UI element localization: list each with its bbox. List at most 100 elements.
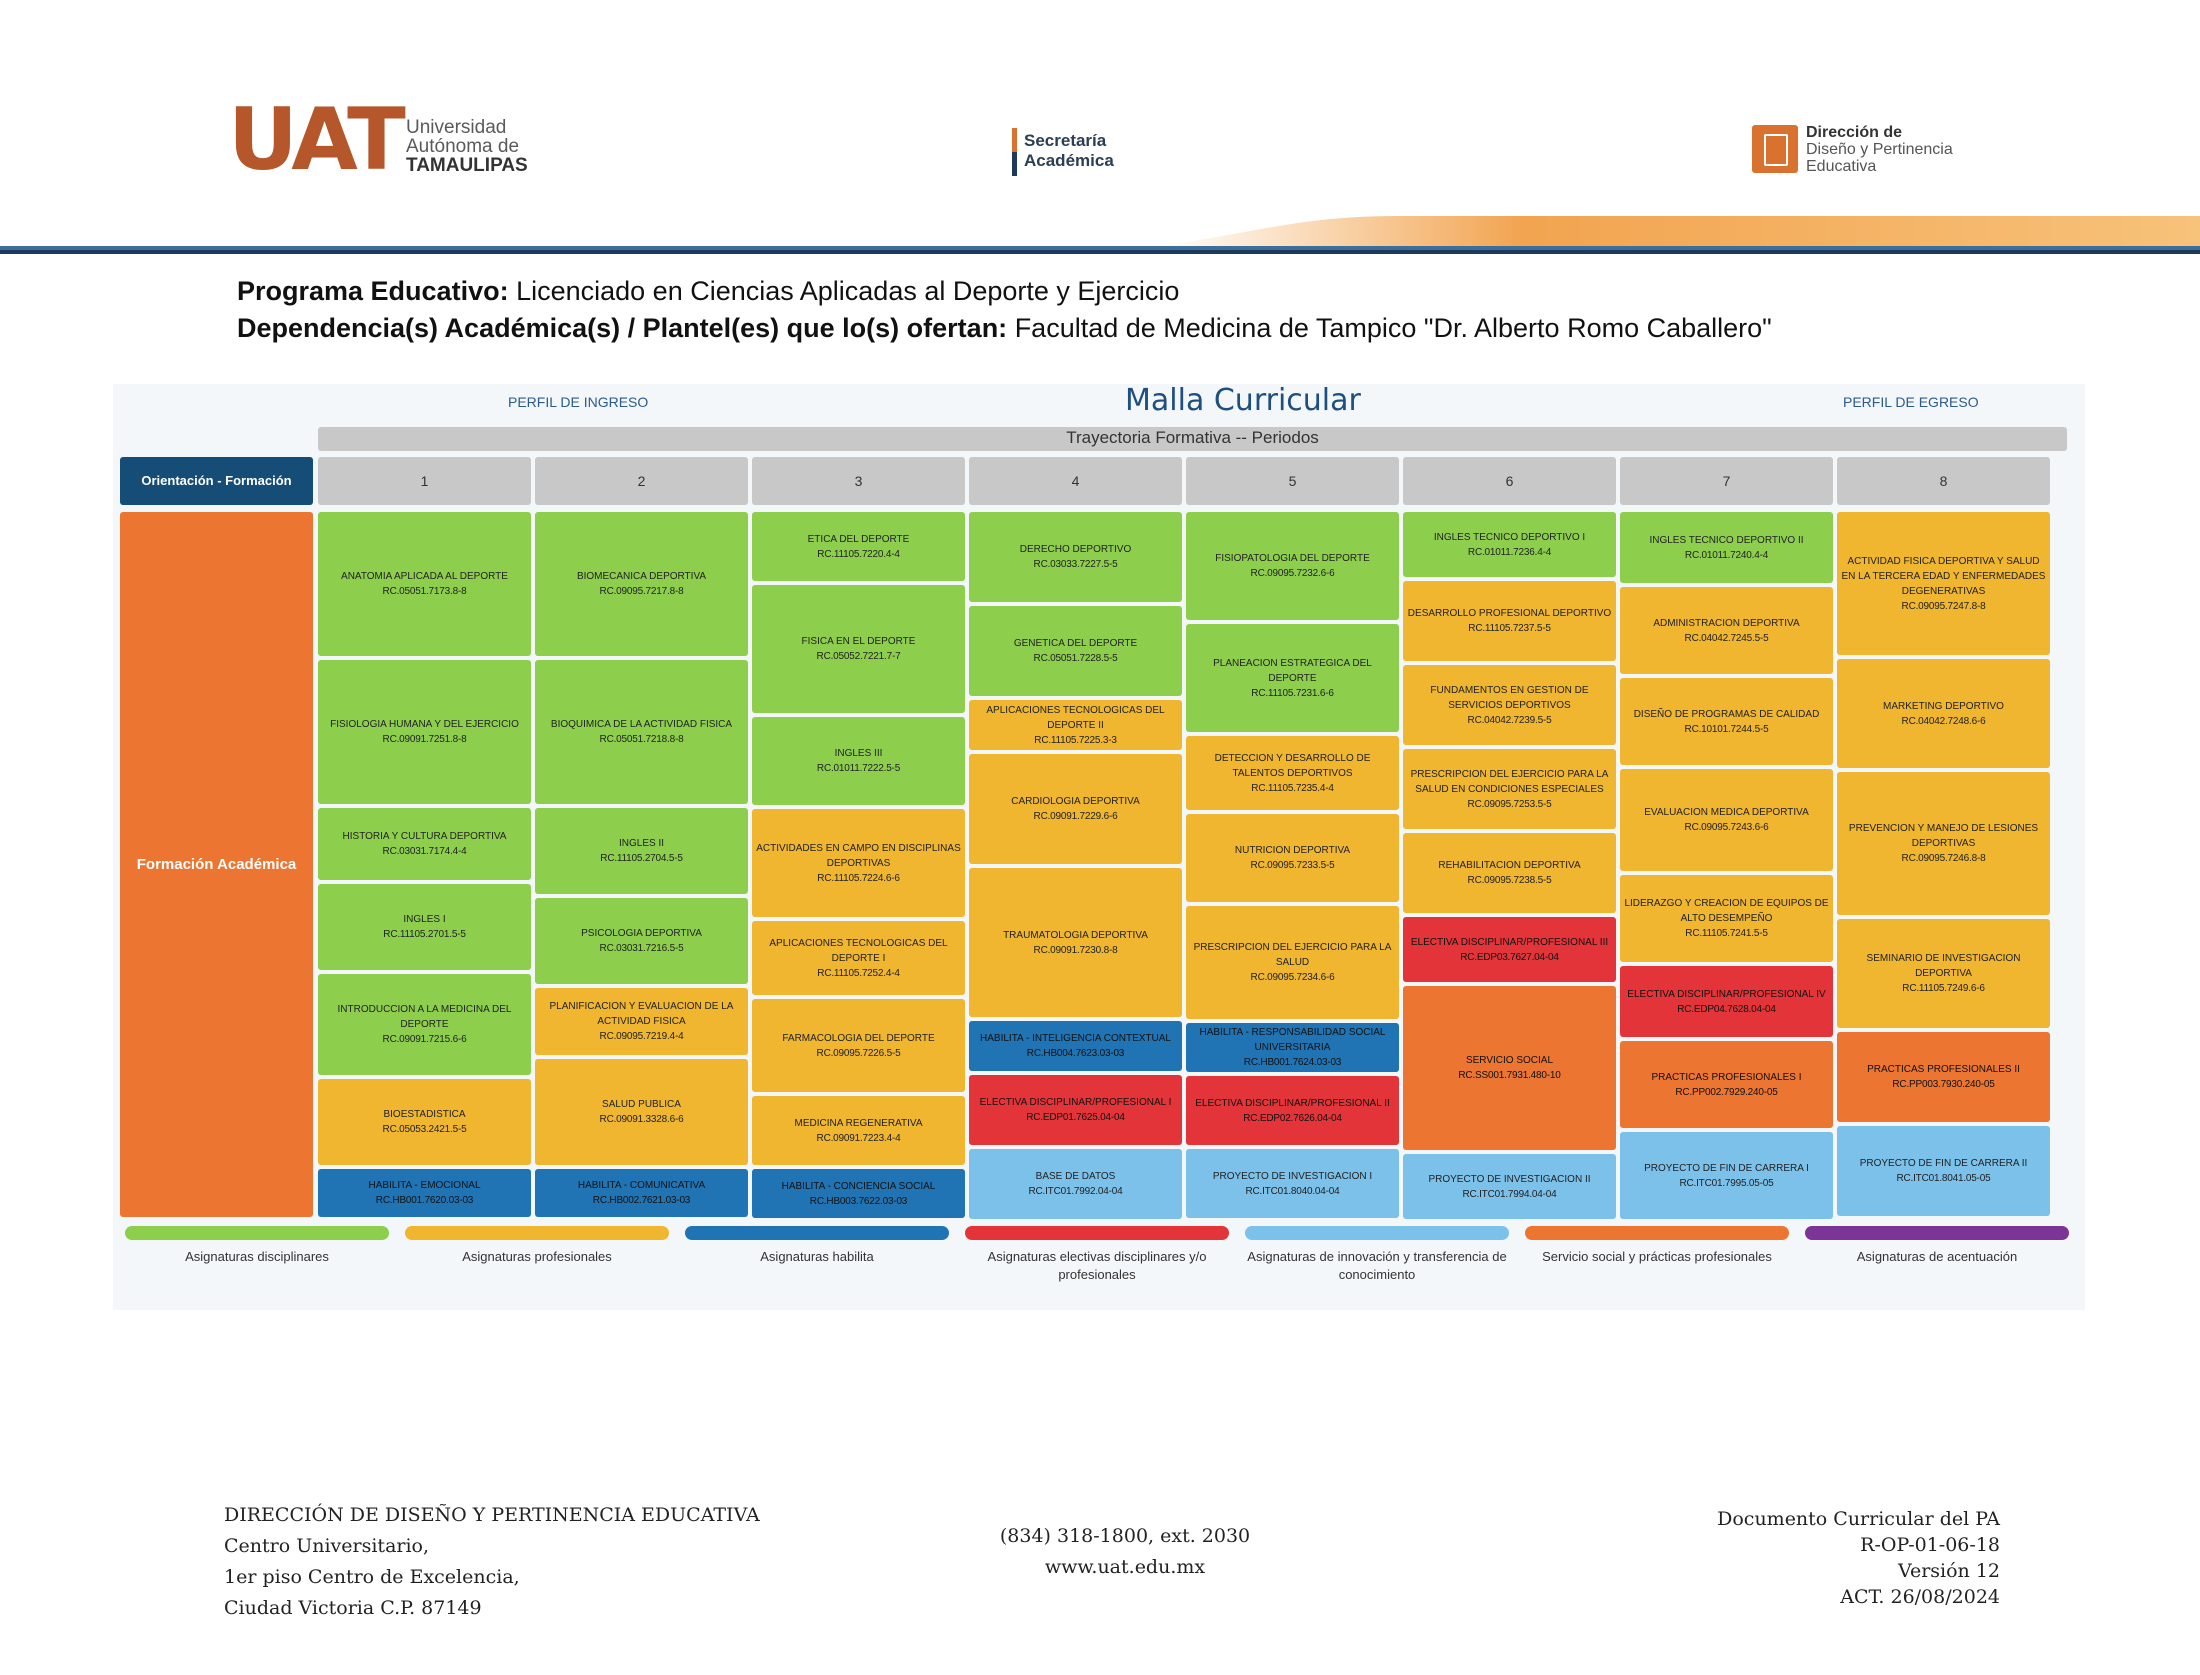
course-code: RC.ITC01.7994.04-04 — [1462, 1188, 1557, 1200]
course-cell: PROYECTO DE FIN DE CARRERA II RC.ITC01.80… — [1837, 1126, 2050, 1216]
course-name: GENETICA DEL DEPORTE — [1013, 638, 1138, 649]
course-name: TRAUMATOLOGIA DEPORTIVA — [1003, 929, 1148, 941]
course-name: CARDIOLOGIA DEPORTIVA — [1011, 796, 1140, 807]
course-name: DESARROLLO PROFESIONAL DEPORTIVO — [1407, 608, 1612, 619]
course-cell: ELECTIVA DISCIPLINAR/PROFESIONAL III RC.E… — [1403, 917, 1616, 982]
course-name: PRACTICAS PROFESIONALES II — [1867, 1064, 2020, 1075]
orientacion-header: Orientación - Formación — [120, 457, 313, 505]
period-header-4: 4 — [969, 457, 1182, 505]
course-name: SALUD PUBLICA — [602, 1099, 681, 1110]
course-cell: ELECTIVA DISCIPLINAR/PROFESIONAL IV RC.ED… — [1620, 966, 1833, 1037]
course-name: PROYECTO DE FIN DE CARRERA II — [1859, 1158, 2028, 1169]
course-code: RC.EDP02.7626.04-04 — [1243, 1112, 1342, 1124]
course-code: RC.SS001.7931.480-10 — [1458, 1070, 1561, 1081]
course-cell: HABILITA - CONCIENCIA SOCIAL RC.HB003.762… — [752, 1169, 965, 1218]
course-cell: ACTIVIDAD FISICA DEPORTIVA Y SALUD EN LA… — [1837, 512, 2050, 655]
course-code: RC.09091.3328.6-6 — [599, 1114, 684, 1125]
course-cell: APLICACIONES TECNOLOGICAS DEL DEPORTE II… — [969, 700, 1182, 750]
course-code: RC.11105.7235.4-4 — [1251, 782, 1334, 794]
course-code: RC.HB003.7622.03-03 — [809, 1195, 908, 1207]
course-code: RC.09091.7251.8-8 — [382, 734, 467, 745]
period-header-5: 5 — [1186, 457, 1399, 505]
course-cell: INGLES I RC.11105.2701.5-5 — [318, 884, 531, 970]
course-name: HABILITA - EMOCIONAL — [368, 1180, 481, 1191]
course-name: DETECCION Y DESARROLLO DE TALENTOS DEPOR… — [1214, 752, 1371, 779]
course-name: HABILITA - RESPONSABILIDAD SOCIAL UNIVER… — [1199, 1027, 1386, 1053]
legend-item: Asignaturas de innovación y transferenci… — [1245, 1226, 1509, 1284]
course-name: HABILITA - INTELIGENCIA CONTEXTUAL — [980, 1033, 1171, 1044]
legend-label: Asignaturas de innovación y transferenci… — [1247, 1249, 1507, 1282]
course-name: PROYECTO DE INVESTIGACION II — [1428, 1173, 1591, 1185]
footer-phone: (834) 318-1800, ext. 2030 — [999, 1525, 1251, 1547]
course-cell: PSICOLOGIA DEPORTIVA RC.03031.7216.5-5 — [535, 898, 748, 984]
course-cell: INGLES TECNICO DEPORTIVO I RC.01011.7236.… — [1403, 512, 1616, 577]
malla-title: Malla Curricular — [1125, 383, 1361, 418]
course-code: RC.HB002.7621.03-03 — [592, 1195, 691, 1206]
programa-educativo: Programa Educativo: Licenciado en Cienci… — [237, 276, 1180, 306]
footer-doc-code: R-OP-01-06-18 — [1860, 1534, 2000, 1556]
course-code: RC.05051.7228.5-5 — [1033, 653, 1118, 664]
course-code: RC.HB001.7624.03-03 — [1243, 1057, 1342, 1068]
course-name: INTRODUCCION A LA MEDICINA DEL DEPORTE — [337, 1004, 512, 1030]
legend-color-bar — [1525, 1226, 1789, 1240]
course-code: RC.05052.7221.7-7 — [816, 651, 901, 662]
course-name: LIDERAZGO Y CREACION DE EQUIPOS DE ALTO … — [1624, 898, 1829, 924]
course-cell: FISICA EN EL DEPORTE RC.05052.7221.7-7 — [752, 585, 965, 713]
course-code: RC.04042.7245.5-5 — [1684, 632, 1769, 644]
legend-item: Asignaturas disciplinares — [125, 1226, 389, 1266]
uat-logo-line2: Autónoma de — [406, 136, 520, 157]
course-code: RC.09095.7253.5-5 — [1467, 798, 1552, 810]
legend-label: Asignaturas de acentuación — [1856, 1249, 2018, 1264]
document-icon — [1752, 125, 1798, 173]
course-cell: APLICACIONES TECNOLOGICAS DEL DEPORTE I R… — [752, 921, 965, 995]
course-name: APLICACIONES TECNOLOGICAS DEL DEPORTE II — [986, 704, 1165, 731]
period-header-1: 1 — [318, 457, 531, 505]
footer-website-link[interactable]: www.uat.edu.mx — [1044, 1556, 1206, 1578]
course-code: RC.10101.7244.5-5 — [1684, 723, 1769, 735]
course-name: PRACTICAS PROFESIONALES I — [1651, 1071, 1802, 1083]
course-code: RC.ITC01.8041.05-05 — [1896, 1173, 1991, 1184]
uat-logo-line3: TAMAULIPAS — [406, 155, 528, 176]
course-code: RC.09091.7215.6-6 — [382, 1034, 467, 1045]
course-cell: ETICA DEL DEPORTE RC.11105.7220.4-4 — [752, 512, 965, 581]
footer-dependency: DIRECCIÓN DE DISEÑO Y PERTINENCIA EDUCAT… — [224, 1504, 760, 1526]
course-name: SEMINARIO DE INVESTIGACION DEPORTIVA — [1866, 953, 2021, 979]
course-name: ADMINISTRACION DEPORTIVA — [1653, 617, 1800, 629]
course-cell: INGLES II RC.11105.2704.5-5 — [535, 808, 748, 894]
footer-contact: (834) 318-1800, ext. 2030 www.uat.edu.mx — [960, 1521, 1290, 1583]
secretaria-line2: Académica — [1024, 151, 1114, 170]
course-cell: PROYECTO DE FIN DE CARRERA I RC.ITC01.799… — [1620, 1132, 1833, 1219]
course-code: RC.09095.7226.5-5 — [816, 1047, 901, 1059]
course-cell: PLANIFICACION Y EVALUACION DE LA ACTIVID… — [535, 988, 748, 1055]
course-name: INGLES II — [618, 838, 664, 849]
course-cell: MEDICINA REGENERATIVA RC.09091.7223.4-4 — [752, 1096, 965, 1165]
course-code: RC.04042.7248.6-6 — [1901, 715, 1986, 727]
course-cell: DETECCION Y DESARROLLO DE TALENTOS DEPOR… — [1186, 736, 1399, 810]
course-code: RC.PP002.7929.240-05 — [1675, 1086, 1778, 1098]
course-name: BASE DE DATOS — [1035, 1171, 1116, 1182]
course-cell: GENETICA DEL DEPORTE RC.05051.7228.5-5 — [969, 606, 1182, 696]
course-cell: MARKETING DEPORTIVO RC.04042.7248.6-6 — [1837, 659, 2050, 768]
uat-logo-line1: Universidad — [406, 117, 507, 138]
direccion-line2: Diseño y Pertinencia — [1806, 141, 1953, 158]
course-name: ELECTIVA DISCIPLINAR/PROFESIONAL I — [979, 1097, 1172, 1108]
course-name: MARKETING DEPORTIVO — [1883, 700, 2004, 712]
course-cell: TRAUMATOLOGIA DEPORTIVA RC.09091.7230.8-8 — [969, 868, 1182, 1017]
legend-item: Servicio social y prácticas profesionale… — [1525, 1226, 1789, 1266]
legend-color-bar — [1805, 1226, 2069, 1240]
course-cell: PREVENCION Y MANEJO DE LESIONES DEPORTIV… — [1837, 772, 2050, 915]
footer-address-line: 1er piso Centro de Excelencia, — [224, 1566, 520, 1588]
course-code: RC.09095.7232.6-6 — [1250, 568, 1335, 579]
course-name: INGLES III — [834, 748, 883, 759]
course-cell: INGLES III RC.01011.7222.5-5 — [752, 717, 965, 805]
course-cell: BIOESTADISTICA RC.05053.2421.5-5 — [318, 1079, 531, 1165]
formacion-academica: Formación Académica — [120, 512, 313, 1217]
course-name: FISICA EN EL DEPORTE — [801, 636, 916, 647]
course-name: ELECTIVA DISCIPLINAR/PROFESIONAL III — [1410, 936, 1609, 948]
trayectoria-header: Trayectoria Formativa -- Periodos — [318, 427, 2067, 451]
period-header-2: 2 — [535, 457, 748, 505]
course-code: RC.EDP04.7628.04-04 — [1677, 1003, 1776, 1015]
course-cell: ANATOMIA APLICADA AL DEPORTE RC.05051.717… — [318, 512, 531, 656]
course-name: APLICACIONES TECNOLOGICAS DEL DEPORTE I — [769, 937, 948, 964]
footer-doc-date: ACT. 26/08/2024 — [1840, 1586, 2000, 1608]
